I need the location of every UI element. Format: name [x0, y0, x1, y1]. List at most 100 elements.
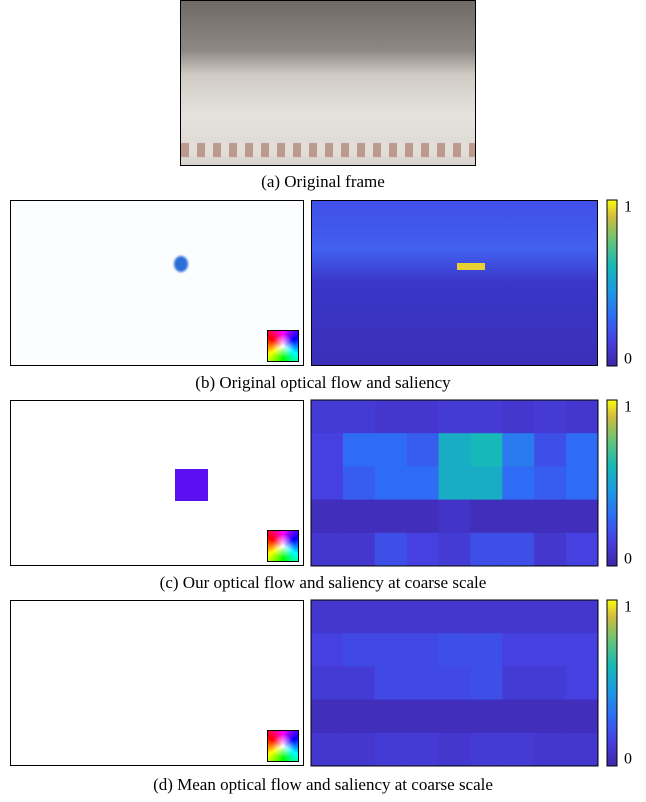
saliency-cell	[311, 499, 344, 534]
colorbar	[606, 599, 618, 767]
saliency-cell	[566, 499, 599, 534]
saliency-cell	[502, 400, 535, 434]
saliency-cell	[374, 633, 408, 667]
saliency-cell	[342, 666, 376, 701]
saliency-cell	[438, 433, 471, 467]
saliency-cell	[566, 600, 599, 634]
colorbar-tick-label: 1	[624, 399, 632, 416]
saliency-cell	[534, 400, 567, 434]
flow-blob	[174, 256, 188, 272]
saliency-cell	[502, 499, 535, 534]
saliency-cell	[342, 600, 376, 634]
saliency-cell	[534, 699, 567, 734]
saliency-cell	[311, 732, 344, 767]
saliency-cell	[470, 666, 503, 701]
saliency-cell	[342, 433, 376, 467]
saliency-cell	[566, 699, 599, 734]
saliency-border	[310, 599, 599, 767]
saliency-cell	[311, 400, 344, 434]
saliency-cell	[438, 532, 471, 567]
colorbar	[606, 199, 618, 367]
saliency-cell	[374, 732, 408, 767]
saliency-cell	[470, 400, 503, 434]
flow-color-wheel	[267, 330, 299, 362]
saliency-cell	[534, 732, 567, 767]
saliency-cell	[406, 633, 440, 667]
saliency-cell	[566, 400, 599, 434]
saliency-cell	[438, 499, 471, 534]
flow-color-wheel	[267, 530, 299, 562]
saliency-cell	[342, 400, 376, 434]
saliency-cell	[438, 400, 471, 434]
saliency-cell	[406, 532, 440, 567]
saliency-cell	[534, 532, 567, 567]
saliency-cell	[534, 600, 567, 634]
saliency-cell	[534, 499, 567, 534]
saliency-cell	[470, 433, 503, 467]
saliency-cell	[374, 600, 408, 634]
saliency-cell	[502, 433, 535, 467]
flow-block	[175, 469, 208, 501]
saliency-cell	[342, 732, 376, 767]
original-frame	[180, 0, 476, 166]
saliency-cell	[342, 466, 376, 501]
caption: (a) Original frame	[261, 172, 385, 191]
saliency-cell	[311, 600, 344, 634]
saliency-cell	[406, 699, 440, 734]
saliency-cell	[438, 600, 471, 634]
saliency-cell	[438, 633, 471, 667]
flow-color-wheel	[267, 730, 299, 762]
saliency-cell	[566, 732, 599, 767]
saliency-cell	[566, 666, 599, 701]
saliency-cell	[311, 699, 344, 734]
saliency-cell	[470, 466, 503, 501]
saliency-cell	[406, 466, 440, 501]
colorbar-tick-label: 0	[624, 351, 632, 368]
colorbar-tick-label: 1	[624, 199, 632, 216]
saliency-cell	[502, 732, 535, 767]
caption: (c) Our optical flow and saliency at coa…	[159, 573, 487, 592]
saliency-cell	[438, 699, 471, 734]
saliency-cell	[566, 433, 599, 467]
saliency-cell	[502, 699, 535, 734]
saliency-cell	[438, 666, 471, 701]
saliency-cell	[470, 499, 503, 534]
saliency-cell	[342, 532, 376, 567]
saliency-cell	[406, 732, 440, 767]
caption: (b) Original optical flow and saliency	[195, 373, 451, 392]
colorbar-tick-label: 0	[624, 751, 632, 768]
saliency-cell	[374, 499, 408, 534]
saliency-cell	[566, 466, 599, 501]
saliency-cell	[406, 433, 440, 467]
caption: (d) Mean optical flow and saliency at co…	[153, 775, 493, 794]
saliency-cell	[470, 699, 503, 734]
saliency-cell	[374, 666, 408, 701]
saliency-cell	[534, 466, 567, 501]
saliency-cell	[311, 666, 344, 701]
saliency-cell	[374, 699, 408, 734]
saliency-cell	[502, 666, 535, 701]
saliency-cell	[311, 532, 344, 567]
saliency-cell	[566, 532, 599, 567]
saliency-cell	[502, 532, 535, 567]
saliency-cell	[374, 433, 408, 467]
saliency-cell	[534, 633, 567, 667]
saliency-cell	[342, 699, 376, 734]
saliency-cell	[374, 532, 408, 567]
saliency-cell	[406, 666, 440, 701]
colorbar-tick-label: 0	[624, 551, 632, 568]
colorbar-tick-label: 1	[624, 599, 632, 616]
saliency-cell	[406, 400, 440, 434]
saliency-cell	[534, 433, 567, 467]
saliency-cell	[534, 666, 567, 701]
saliency-border	[310, 399, 599, 567]
saliency-cell	[566, 633, 599, 667]
saliency-cell	[470, 633, 503, 667]
saliency-cell	[342, 499, 376, 534]
saliency-cell	[438, 466, 471, 501]
saliency-cell	[406, 499, 440, 534]
saliency-cell	[502, 466, 535, 501]
saliency-cell	[311, 633, 344, 667]
saliency-cell	[374, 400, 408, 434]
